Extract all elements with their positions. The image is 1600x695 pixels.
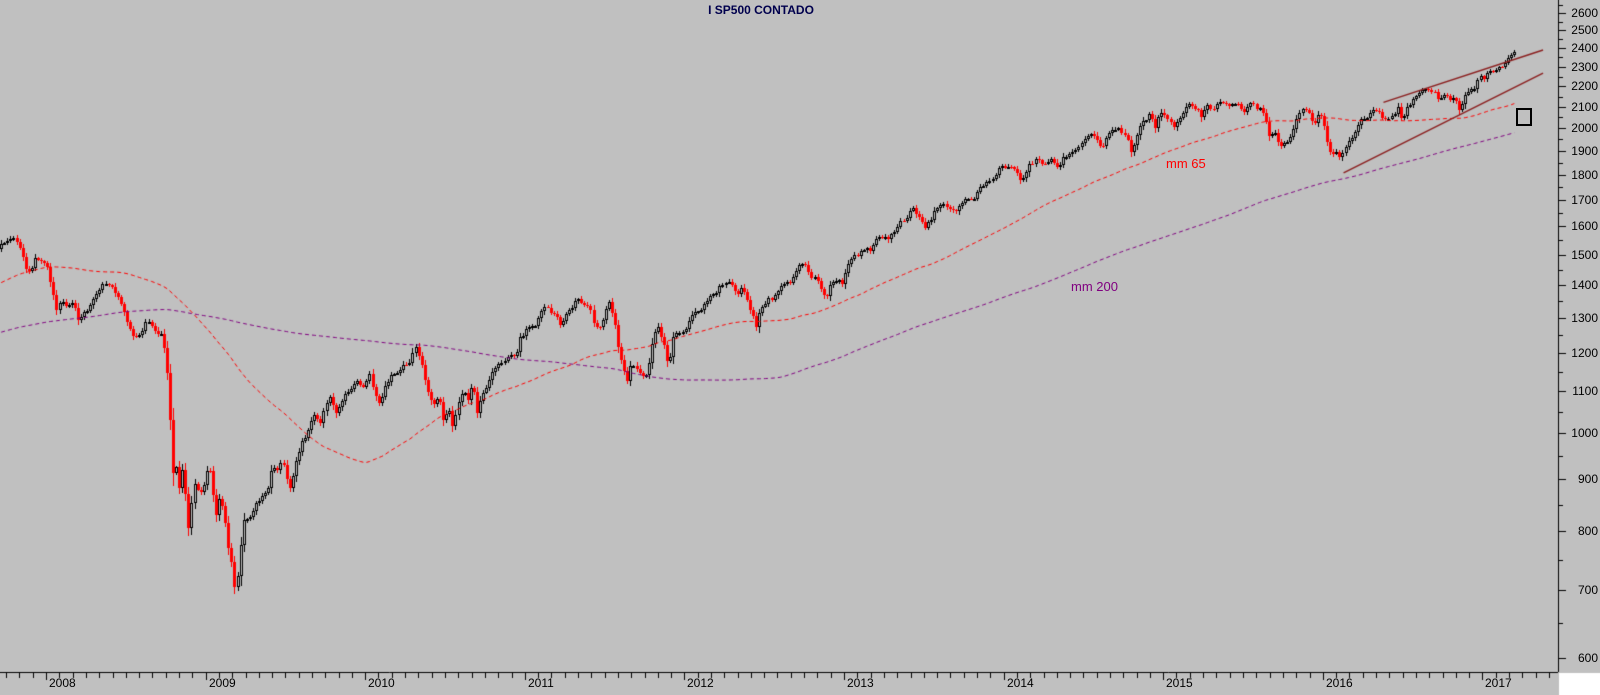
x-axis-label: 2014 bbox=[1007, 676, 1034, 690]
y-axis-label: 1000 bbox=[1571, 426, 1598, 440]
x-axis-label: 2015 bbox=[1166, 676, 1193, 690]
x-axis-label: 2013 bbox=[847, 676, 874, 690]
x-axis-label: 2011 bbox=[528, 676, 554, 690]
y-axis-label: 2600 bbox=[1571, 6, 1598, 20]
square-annotation[interactable] bbox=[1516, 108, 1532, 126]
x-axis-label: 2016 bbox=[1326, 676, 1353, 690]
y-axis-label: 2000 bbox=[1571, 121, 1598, 135]
ma200-label[interactable]: mm 200 bbox=[1071, 279, 1118, 294]
y-axis-label: 1400 bbox=[1571, 278, 1598, 292]
y-axis-label: 1200 bbox=[1571, 346, 1598, 360]
y-axis-label: 800 bbox=[1577, 524, 1598, 538]
y-axis-label: 2500 bbox=[1571, 23, 1598, 37]
ma65-label[interactable]: mm 65 bbox=[1166, 156, 1206, 171]
y-axis-label: 1900 bbox=[1571, 144, 1598, 158]
y-axis-label: 600 bbox=[1577, 651, 1598, 665]
y-axis-label: 1100 bbox=[1572, 384, 1598, 398]
x-axis-label: 2017 bbox=[1485, 676, 1512, 690]
chart-title: I SP500 CONTADO bbox=[708, 3, 814, 17]
y-axis-label: 900 bbox=[1577, 472, 1598, 486]
y-axis-label: 2100 bbox=[1571, 100, 1598, 114]
y-axis-label: 1300 bbox=[1571, 311, 1598, 325]
x-axis-label: 2008 bbox=[49, 676, 76, 690]
x-axis-label: 2010 bbox=[368, 676, 395, 690]
y-axis-label: 2200 bbox=[1571, 79, 1598, 93]
y-axis-label: 700 bbox=[1577, 583, 1598, 597]
y-axis-label: 1500 bbox=[1571, 248, 1598, 262]
y-axis-label: 1700 bbox=[1571, 193, 1598, 207]
x-axis-label: 2009 bbox=[209, 676, 236, 690]
y-axis-label: 1800 bbox=[1571, 168, 1598, 182]
x-axis-label: 2012 bbox=[687, 676, 714, 690]
y-axis-label: 2300 bbox=[1571, 60, 1598, 74]
y-axis-label: 2400 bbox=[1571, 41, 1598, 55]
y-axis-label: 1600 bbox=[1571, 219, 1598, 233]
